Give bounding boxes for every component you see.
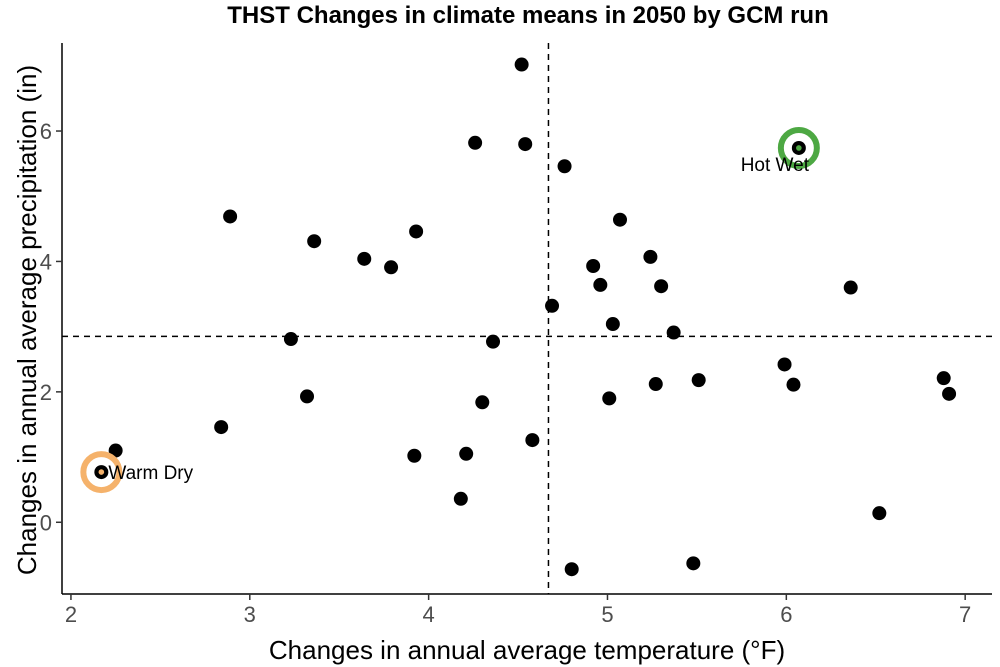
data-point <box>357 251 372 266</box>
data-point <box>613 212 627 227</box>
y-axis-ticks: 0 2 4 6 <box>40 119 62 535</box>
data-point <box>283 332 298 347</box>
data-point <box>300 389 315 404</box>
highlight-center <box>796 145 802 151</box>
x-tick-label: 4 <box>423 602 435 627</box>
data-point <box>307 234 322 249</box>
data-point <box>459 446 474 461</box>
y-tick-label: 4 <box>40 249 52 274</box>
reference-lines <box>62 43 992 594</box>
data-point <box>486 334 501 349</box>
data-point <box>643 249 658 264</box>
data-point <box>518 137 533 152</box>
data-point <box>407 448 422 463</box>
data-point <box>108 443 123 458</box>
y-tick-label: 0 <box>40 510 52 535</box>
x-tick-label: 2 <box>65 602 77 627</box>
data-point <box>475 395 490 410</box>
chart-title: THST Changes in climate means in 2050 by… <box>227 2 829 29</box>
data-point <box>872 506 887 521</box>
x-tick-label: 6 <box>780 602 792 627</box>
data-point <box>605 317 620 332</box>
highlight-center <box>98 469 105 475</box>
data-point <box>409 224 424 239</box>
highlighted-points: Hot Wet Warm Dry <box>80 126 820 494</box>
data-point <box>936 371 951 386</box>
data-point <box>686 556 701 571</box>
data-point <box>666 325 681 340</box>
data-points <box>94 57 957 577</box>
data-point <box>777 357 792 372</box>
highlight-label: Hot Wet <box>741 155 810 176</box>
data-point <box>514 57 529 72</box>
data-point <box>786 377 801 392</box>
x-axis-title: Changes in annual average temperature (°… <box>269 635 785 665</box>
data-point <box>384 260 399 275</box>
data-point <box>453 491 468 506</box>
data-point <box>691 373 706 388</box>
y-tick-label: 6 <box>40 119 52 144</box>
data-point <box>557 159 572 174</box>
data-point <box>593 277 608 292</box>
x-axis-ticks: 2 3 4 5 6 7 <box>65 594 971 627</box>
data-point <box>942 386 957 401</box>
data-point <box>214 420 229 435</box>
data-point <box>525 433 540 448</box>
highlight-ring <box>80 451 123 494</box>
data-point <box>545 298 560 313</box>
x-tick-label: 3 <box>244 602 256 627</box>
data-point <box>468 135 483 150</box>
data-point <box>586 259 601 274</box>
x-tick-label: 5 <box>601 602 613 627</box>
data-point <box>648 377 663 392</box>
data-point <box>223 209 238 224</box>
y-tick-label: 2 <box>40 380 52 405</box>
data-point <box>602 391 617 406</box>
highlight-label: Warm Dry <box>108 463 193 484</box>
axes <box>61 43 992 595</box>
data-point <box>564 562 579 577</box>
data-point <box>654 279 669 294</box>
x-tick-label: 7 <box>959 602 971 627</box>
highlight-ring <box>777 126 820 169</box>
data-point <box>843 280 858 295</box>
y-axis-title: Changes in annual average precipitation … <box>12 65 42 575</box>
